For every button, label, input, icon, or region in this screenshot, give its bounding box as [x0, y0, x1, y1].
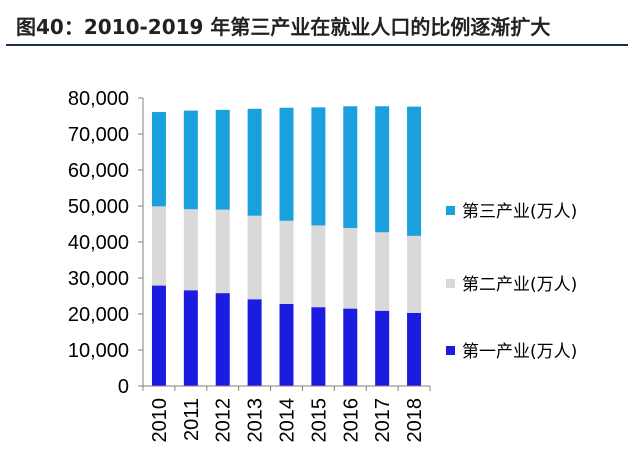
legend-label: 第三产业(万人) — [462, 202, 577, 222]
x-tick-label: 2018 — [404, 398, 426, 443]
bar-segment-1 — [279, 303, 294, 386]
bar-segment-2 — [343, 227, 358, 309]
legend-swatch — [446, 346, 455, 355]
bar-segment-2 — [311, 225, 326, 308]
y-tick-label: 60,000 — [68, 160, 129, 182]
bar-segment-2 — [215, 209, 230, 294]
bar-segment-3 — [279, 107, 294, 221]
x-tick-label: 2014 — [277, 398, 299, 443]
x-tick-label: 2011 — [181, 398, 203, 441]
bar-segment-3 — [407, 106, 422, 236]
y-tick-label: 20,000 — [68, 304, 129, 326]
y-tick-label: 30,000 — [68, 268, 129, 290]
bar-segment-1 — [407, 312, 422, 386]
bar-segment-2 — [375, 232, 390, 311]
bar-segment-3 — [215, 109, 230, 210]
bar-segment-3 — [247, 108, 262, 216]
y-axis: 0 10,000 20,000 30,000 40,000 50,000 60,000 70,… — [68, 88, 144, 398]
x-tick-label: 2012 — [213, 398, 235, 443]
bar-segment-2 — [247, 215, 262, 300]
bar-segment-3 — [375, 106, 390, 233]
legend-swatch — [446, 279, 455, 288]
bar-segment-2 — [407, 235, 422, 313]
x-tick-label: 2010 — [149, 398, 171, 443]
x-tick-label: 2015 — [308, 398, 330, 443]
legend-swatch — [446, 206, 455, 215]
x-tick-label: 2017 — [372, 398, 394, 443]
y-tick-label: 80,000 — [68, 88, 129, 110]
y-tick-label: 40,000 — [68, 232, 129, 254]
chart-title: 图40：2010-2019 年第三产业在就业人口的比例逐渐扩大 — [6, 6, 628, 46]
bar-segment-3 — [151, 112, 166, 207]
bar-segment-3 — [343, 106, 358, 228]
bar-segment-1 — [183, 290, 198, 386]
y-tick-label: 50,000 — [68, 196, 129, 218]
bars — [151, 106, 422, 386]
bar-segment-3 — [183, 110, 198, 210]
bar-segment-2 — [151, 206, 166, 286]
bar-segment-1 — [215, 293, 230, 386]
legend: 第三产业(万人) 第二产业(万人) 第一产业(万人) — [446, 202, 577, 362]
bar-segment-1 — [247, 299, 262, 386]
x-tick-label: 2016 — [340, 398, 362, 443]
bar-segment-1 — [311, 307, 326, 386]
legend-label: 第一产业(万人) — [462, 342, 577, 362]
x-tick-label: 2013 — [245, 398, 267, 443]
bar-segment-1 — [151, 285, 166, 386]
y-tick-label: 10,000 — [68, 340, 129, 362]
bar-segment-2 — [279, 220, 294, 304]
bar-segment-2 — [183, 209, 198, 291]
y-tick-label: 70,000 — [68, 124, 129, 146]
x-axis: 2010 2011 2012 2013 2014 2015 2016 2017 2018 — [142, 385, 431, 443]
legend-label: 第二产业(万人) — [462, 275, 577, 295]
bar-segment-1 — [375, 310, 390, 386]
bar-segment-1 — [343, 308, 358, 386]
y-tick-label: 0 — [118, 376, 129, 398]
bar-segment-3 — [311, 107, 326, 226]
